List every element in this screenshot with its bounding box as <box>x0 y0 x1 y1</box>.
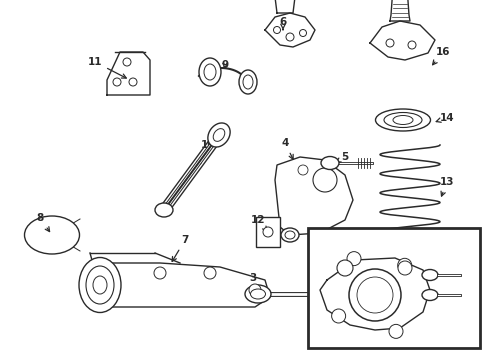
Ellipse shape <box>239 70 257 94</box>
Ellipse shape <box>281 228 298 242</box>
Text: 5: 5 <box>335 152 348 162</box>
Ellipse shape <box>207 123 230 147</box>
Circle shape <box>331 309 345 323</box>
Circle shape <box>312 168 336 192</box>
Text: 14: 14 <box>435 113 453 123</box>
Circle shape <box>263 227 272 237</box>
Circle shape <box>248 284 261 296</box>
Ellipse shape <box>199 58 221 86</box>
Ellipse shape <box>244 285 270 303</box>
Text: 1: 1 <box>464 287 470 306</box>
Circle shape <box>388 324 402 338</box>
Circle shape <box>273 27 280 33</box>
Polygon shape <box>369 21 434 60</box>
Ellipse shape <box>375 109 429 131</box>
Ellipse shape <box>79 257 121 312</box>
Ellipse shape <box>243 75 252 89</box>
Text: 9: 9 <box>221 60 228 70</box>
Polygon shape <box>274 0 294 13</box>
Ellipse shape <box>155 203 173 217</box>
Circle shape <box>123 58 131 66</box>
Circle shape <box>297 165 307 175</box>
Circle shape <box>113 78 121 86</box>
Text: 15: 15 <box>439 265 453 278</box>
Ellipse shape <box>315 289 330 299</box>
Text: 2: 2 <box>447 259 466 287</box>
Ellipse shape <box>309 285 335 303</box>
Polygon shape <box>389 0 409 21</box>
Circle shape <box>348 269 400 321</box>
Polygon shape <box>264 13 314 47</box>
Circle shape <box>407 41 415 49</box>
Circle shape <box>129 78 137 86</box>
Ellipse shape <box>392 116 412 125</box>
Text: 12: 12 <box>250 215 266 231</box>
Text: 3: 3 <box>249 273 258 290</box>
Polygon shape <box>107 52 150 95</box>
Bar <box>256 217 280 247</box>
Circle shape <box>346 252 360 266</box>
Circle shape <box>299 30 306 36</box>
Circle shape <box>285 33 293 41</box>
Ellipse shape <box>320 157 338 170</box>
Polygon shape <box>274 157 352 235</box>
Text: 8: 8 <box>36 213 49 231</box>
Ellipse shape <box>383 112 421 127</box>
Ellipse shape <box>421 270 437 280</box>
Circle shape <box>203 267 216 279</box>
Circle shape <box>385 39 393 47</box>
Ellipse shape <box>285 231 294 239</box>
Circle shape <box>397 258 411 272</box>
Ellipse shape <box>250 289 265 299</box>
Ellipse shape <box>379 269 439 287</box>
Ellipse shape <box>421 289 437 301</box>
Text: 13: 13 <box>439 177 453 196</box>
Ellipse shape <box>24 216 80 254</box>
Polygon shape <box>95 263 269 307</box>
Circle shape <box>336 260 352 276</box>
Text: 4: 4 <box>281 138 292 159</box>
Text: 7: 7 <box>172 235 188 261</box>
Ellipse shape <box>93 276 107 294</box>
Text: 11: 11 <box>87 57 126 78</box>
Circle shape <box>397 261 411 275</box>
Ellipse shape <box>388 272 430 284</box>
Text: 6: 6 <box>279 17 286 30</box>
Ellipse shape <box>86 266 114 304</box>
Circle shape <box>154 267 165 279</box>
Text: 16: 16 <box>432 47 449 65</box>
Circle shape <box>356 277 392 313</box>
Text: 10: 10 <box>197 140 215 166</box>
Ellipse shape <box>213 129 224 141</box>
Ellipse shape <box>203 64 216 80</box>
Polygon shape <box>319 258 429 330</box>
Bar <box>307 228 479 348</box>
